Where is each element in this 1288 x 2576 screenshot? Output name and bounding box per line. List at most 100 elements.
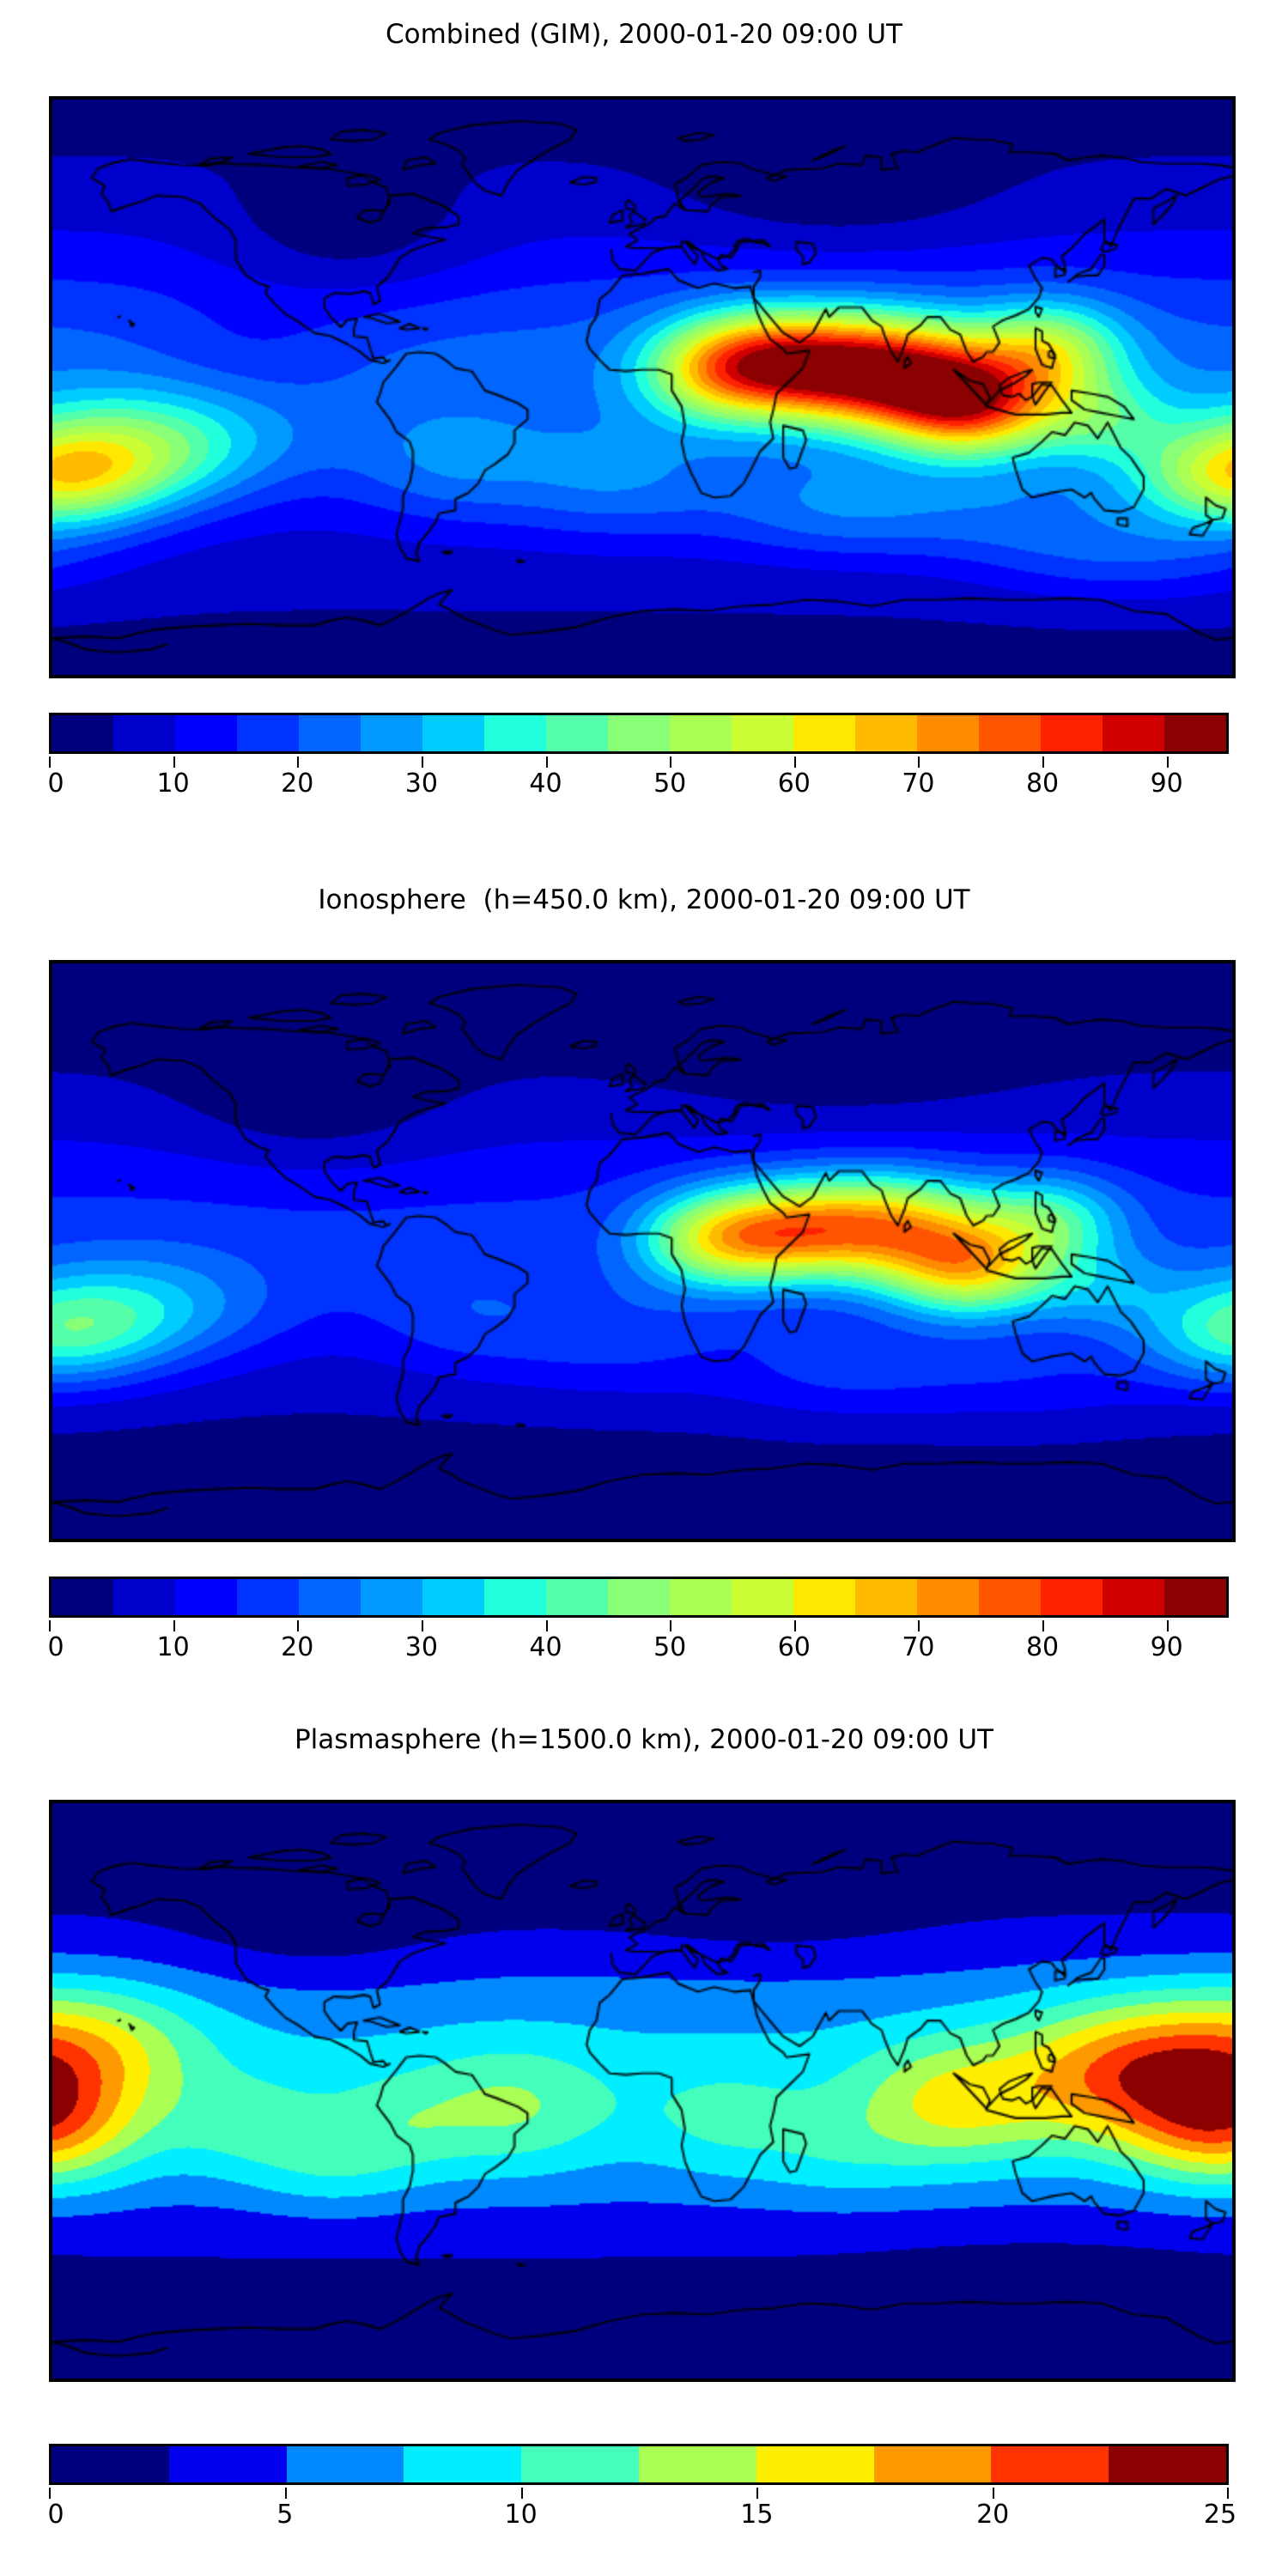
- colorbar-band-2: [286, 2446, 404, 2482]
- colorbar-tick: [993, 2488, 995, 2499]
- colorbar-band-7: [484, 1579, 546, 1615]
- colorbar-tick-label: 10: [504, 2500, 538, 2530]
- colorbar-tick-label: 10: [156, 1632, 190, 1662]
- colorbar-band-1: [168, 2446, 287, 2482]
- colorbar-band-10: [670, 1579, 732, 1615]
- map-canvas-ionosphere: [52, 963, 1232, 1539]
- colorbar-tick-label: 20: [281, 769, 314, 799]
- colorbar-band-2: [175, 715, 237, 751]
- colorbar-tick-label: 60: [777, 769, 811, 799]
- colorbar-band-14: [917, 715, 979, 751]
- colorbar-tick: [545, 1620, 548, 1631]
- colorbar-band-9: [1109, 2446, 1226, 2482]
- panel-title-ionosphere: Ionosphere (h=450.0 km), 2000-01-20 09:0…: [318, 884, 970, 915]
- colorbar-band-3: [237, 1579, 299, 1615]
- colorbar-band-10: [670, 715, 732, 751]
- colorbar-band-15: [979, 715, 1041, 751]
- colorbar-gradient-plasmasphere: [49, 2444, 1229, 2485]
- colorbar-tick: [1042, 756, 1045, 768]
- colorbar-ionosphere: 0 10 20 30 40 50 60 70 80 90: [47, 1577, 1229, 1671]
- colorbar-tick: [173, 756, 175, 768]
- colorbar-gradient-ionosphere: [49, 1577, 1229, 1618]
- colorbar-band-4: [299, 715, 361, 751]
- colorbar-tick: [918, 756, 920, 768]
- colorbar-band-8: [991, 2446, 1109, 2482]
- colorbar-tick: [421, 1620, 423, 1631]
- colorbar-tick: [520, 2488, 523, 2499]
- colorbar-band-5: [638, 2446, 756, 2482]
- colorbar-tick-label: 70: [902, 1632, 935, 1662]
- colorbar-tick-label: 40: [529, 769, 562, 799]
- colorbar-tick-label: 50: [653, 769, 687, 799]
- colorbar-band-8: [546, 715, 608, 751]
- colorbar-tick-label: 10: [156, 769, 190, 799]
- colorbar-band-18: [1164, 1579, 1226, 1615]
- colorbar-tick-label: 5: [276, 2500, 294, 2530]
- colorbar-band-7: [484, 715, 546, 751]
- colorbar-combined: 0 10 20 30 40 50 60 70 80 90: [47, 713, 1229, 807]
- colorbar-tick: [284, 2488, 287, 2499]
- colorbar-band-16: [1041, 1579, 1103, 1615]
- map-plasmasphere: [49, 1800, 1236, 2382]
- colorbar-tick: [670, 1620, 672, 1631]
- colorbar-tick-label: 90: [1150, 1632, 1183, 1662]
- colorbar-tick: [1042, 1620, 1045, 1631]
- map-canvas-combined: [52, 100, 1232, 675]
- colorbar-tick: [918, 1620, 920, 1631]
- colorbar-band-11: [732, 1579, 793, 1615]
- colorbar-band-4: [299, 1579, 361, 1615]
- colorbar-band-6: [756, 2446, 874, 2482]
- colorbar-band-17: [1103, 1579, 1164, 1615]
- colorbar-band-3: [237, 715, 299, 751]
- colorbar-band-16: [1041, 715, 1103, 751]
- colorbar-tick-label: 70: [902, 769, 935, 799]
- colorbar-band-1: [113, 1579, 175, 1615]
- panel-title-combined: Combined (GIM), 2000-01-20 09:00 UT: [386, 19, 902, 50]
- colorbar-band-15: [979, 1579, 1041, 1615]
- colorbar-band-5: [361, 1579, 422, 1615]
- colorbar-band-7: [873, 2446, 992, 2482]
- map-combined: [49, 96, 1236, 678]
- colorbar-plasmasphere: 0 5 10 15 20 25: [47, 2444, 1236, 2538]
- map-ionosphere: [49, 960, 1236, 1542]
- colorbar-tick: [297, 756, 300, 768]
- colorbar-tick: [173, 1620, 175, 1631]
- colorbar-band-17: [1103, 715, 1164, 751]
- colorbar-band-3: [404, 2446, 522, 2482]
- colorbar-band-1: [113, 715, 175, 751]
- colorbar-tick: [793, 1620, 796, 1631]
- colorbar-axis-plasmasphere: 0 5 10 15 20 25: [47, 2488, 1236, 2530]
- colorbar-band-4: [521, 2446, 639, 2482]
- colorbar-tick: [1166, 1620, 1169, 1631]
- colorbar-band-5: [361, 715, 422, 751]
- colorbar-tick-label: 15: [740, 2500, 774, 2530]
- colorbar-tick-label: 40: [529, 1632, 562, 1662]
- colorbar-tick-label: 0: [47, 2500, 64, 2530]
- colorbar-band-13: [855, 715, 917, 751]
- colorbar-tick-label: 20: [281, 1632, 314, 1662]
- colorbar-band-6: [422, 1579, 484, 1615]
- colorbar-tick-label: 90: [1150, 769, 1183, 799]
- colorbar-gradient-combined: [49, 713, 1229, 754]
- map-canvas-plasmasphere: [52, 1803, 1232, 2379]
- colorbar-tick-label: 80: [1025, 769, 1060, 799]
- colorbar-tick: [670, 756, 672, 768]
- colorbar-tick: [793, 756, 796, 768]
- colorbar-tick: [756, 2488, 759, 2499]
- colorbar-tick: [1227, 2488, 1229, 2499]
- colorbar-band-2: [175, 1579, 237, 1615]
- colorbar-band-18: [1164, 715, 1226, 751]
- colorbar-tick-label: 50: [653, 1632, 687, 1662]
- colorbar-band-9: [608, 715, 670, 751]
- colorbar-band-0: [52, 2446, 169, 2482]
- colorbar-tick: [49, 2488, 51, 2499]
- panel-title-plasmasphere: Plasmasphere (h=1500.0 km), 2000-01-20 0…: [294, 1724, 993, 1755]
- colorbar-tick-label: 20: [976, 2500, 1010, 2530]
- colorbar-band-12: [793, 1579, 855, 1615]
- colorbar-tick: [1166, 756, 1169, 768]
- colorbar-tick: [421, 756, 423, 768]
- colorbar-tick: [545, 756, 548, 768]
- colorbar-tick-label: 30: [404, 1632, 438, 1662]
- colorbar-tick: [49, 1620, 51, 1631]
- colorbar-tick-label: 0: [47, 1632, 64, 1662]
